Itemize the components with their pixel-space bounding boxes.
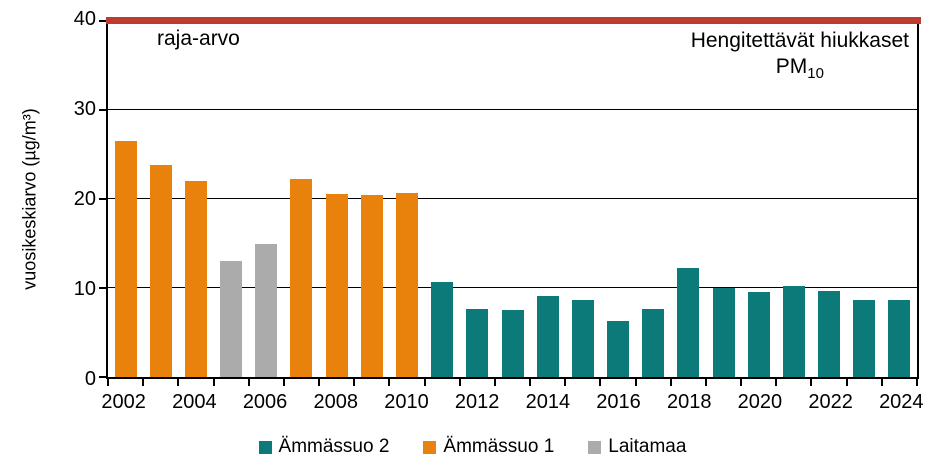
y-tick-mark	[99, 376, 106, 378]
x-tick-mark	[564, 379, 567, 386]
x-tick-mark	[212, 379, 215, 386]
x-tick-mark	[775, 379, 778, 386]
legend-item-laitamaa: Laitamaa	[588, 436, 686, 458]
y-tick-label-0: 0	[84, 368, 96, 390]
x-tick-label-2012: 2012	[454, 391, 500, 413]
x-tick-label-2024: 2024	[879, 391, 924, 413]
x-tick-mark	[493, 379, 496, 386]
x-tick-label-2016: 2016	[596, 391, 641, 413]
bar-2018	[677, 268, 700, 377]
legend-swatch-orange-icon	[423, 440, 437, 454]
x-axis-tick-labels: 2002 2004 2006 2008 2010 2012 2014 2016 2018 2020…	[101, 391, 923, 415]
x-tick-label-2020: 2020	[737, 391, 783, 413]
bar-2023	[853, 299, 876, 377]
legend-label: Ämmässuo 2	[278, 436, 390, 457]
legend-label: Laitamaa	[608, 436, 687, 457]
legend-item-ammassuo2: Ämmässuo 2	[258, 436, 390, 458]
plot-area	[99, 17, 921, 386]
x-tick-mark	[669, 379, 672, 386]
bar-2002	[114, 141, 137, 377]
bar-2022	[818, 290, 841, 377]
bar-2021	[782, 286, 805, 377]
chart-title-line2: PM10	[775, 55, 824, 83]
x-tick-mark	[282, 379, 285, 386]
bar-2004	[184, 181, 207, 377]
y-tick-label-40: 40	[73, 8, 96, 30]
legend: Ämmässuo 2 Ämmässuo 1 Laitamaa	[0, 436, 945, 458]
x-tick-mark	[353, 379, 356, 386]
x-tick-label-2006: 2006	[242, 391, 288, 413]
x-tick-mark	[529, 379, 532, 386]
x-tick-label-2004: 2004	[172, 391, 217, 413]
bar-2017	[642, 309, 665, 377]
gridline-20	[108, 198, 917, 199]
x-tick-mark	[740, 379, 743, 386]
bar-2015	[571, 299, 594, 377]
gridline-10	[108, 287, 917, 288]
bar-2008	[325, 193, 348, 377]
x-tick-label-2018: 2018	[666, 391, 712, 413]
x-tick-mark	[142, 379, 145, 386]
x-tick-mark	[247, 379, 250, 386]
legend-label: Ämmässuo 1	[443, 436, 555, 457]
legend-item-ammassuo1: Ämmässuo 1	[423, 436, 554, 458]
x-tick-mark	[177, 379, 180, 386]
x-tick-mark	[634, 379, 637, 386]
bar-2011	[431, 281, 454, 377]
chart-title-line1: Hengitettävät hiukkaset	[690, 29, 909, 52]
x-tick-mark	[458, 379, 461, 386]
bar-2013	[501, 310, 524, 377]
chart-title: Hengitettävät hiukkaset PM10	[691, 28, 909, 87]
x-tick-mark	[423, 379, 426, 386]
x-tick-label-2008: 2008	[313, 391, 359, 413]
x-tick-mark	[704, 379, 707, 386]
x-tick-label-2010: 2010	[384, 391, 429, 413]
bar-2005	[220, 261, 243, 377]
y-tick-label-10: 10	[73, 278, 96, 300]
y-tick-mark	[99, 287, 106, 289]
limit-line-label: raja-arvo	[157, 27, 240, 50]
x-tick-mark	[810, 379, 813, 386]
y-axis-tick-labels: 0 10 20 30 40	[0, 9, 96, 389]
x-tick-label-2014: 2014	[525, 391, 571, 413]
x-tick-mark	[107, 379, 109, 386]
y-tick-mark	[99, 109, 106, 111]
x-tick-label-2002: 2002	[101, 391, 146, 413]
bar-2003	[149, 165, 172, 377]
x-tick-mark	[318, 379, 321, 386]
y-tick-label-20: 20	[73, 188, 96, 210]
y-tick-mark	[99, 198, 106, 200]
chart-title-subscript: 10	[807, 65, 824, 83]
bar-2006	[255, 244, 278, 377]
y-tick-mark	[99, 20, 106, 22]
x-tick-label-2022: 2022	[808, 391, 853, 413]
bar-2007	[290, 178, 313, 377]
x-tick-mark	[916, 379, 918, 386]
bar-2009	[360, 195, 383, 377]
x-tick-mark	[599, 379, 602, 386]
bar-2010	[395, 192, 418, 377]
legend-swatch-gray-icon	[588, 440, 602, 454]
bar-2020	[747, 292, 770, 377]
gridline-30	[108, 109, 917, 110]
bar-2016	[607, 320, 630, 377]
bar-2024	[888, 299, 911, 377]
x-tick-mark	[388, 379, 391, 386]
limit-line	[106, 17, 921, 24]
y-tick-label-30: 30	[73, 98, 96, 120]
bar-2014	[536, 296, 559, 377]
bar-2019	[712, 288, 735, 377]
x-tick-mark	[845, 379, 848, 386]
bar-2012	[466, 309, 489, 377]
x-tick-mark	[880, 379, 883, 386]
legend-swatch-teal-icon	[258, 440, 272, 454]
